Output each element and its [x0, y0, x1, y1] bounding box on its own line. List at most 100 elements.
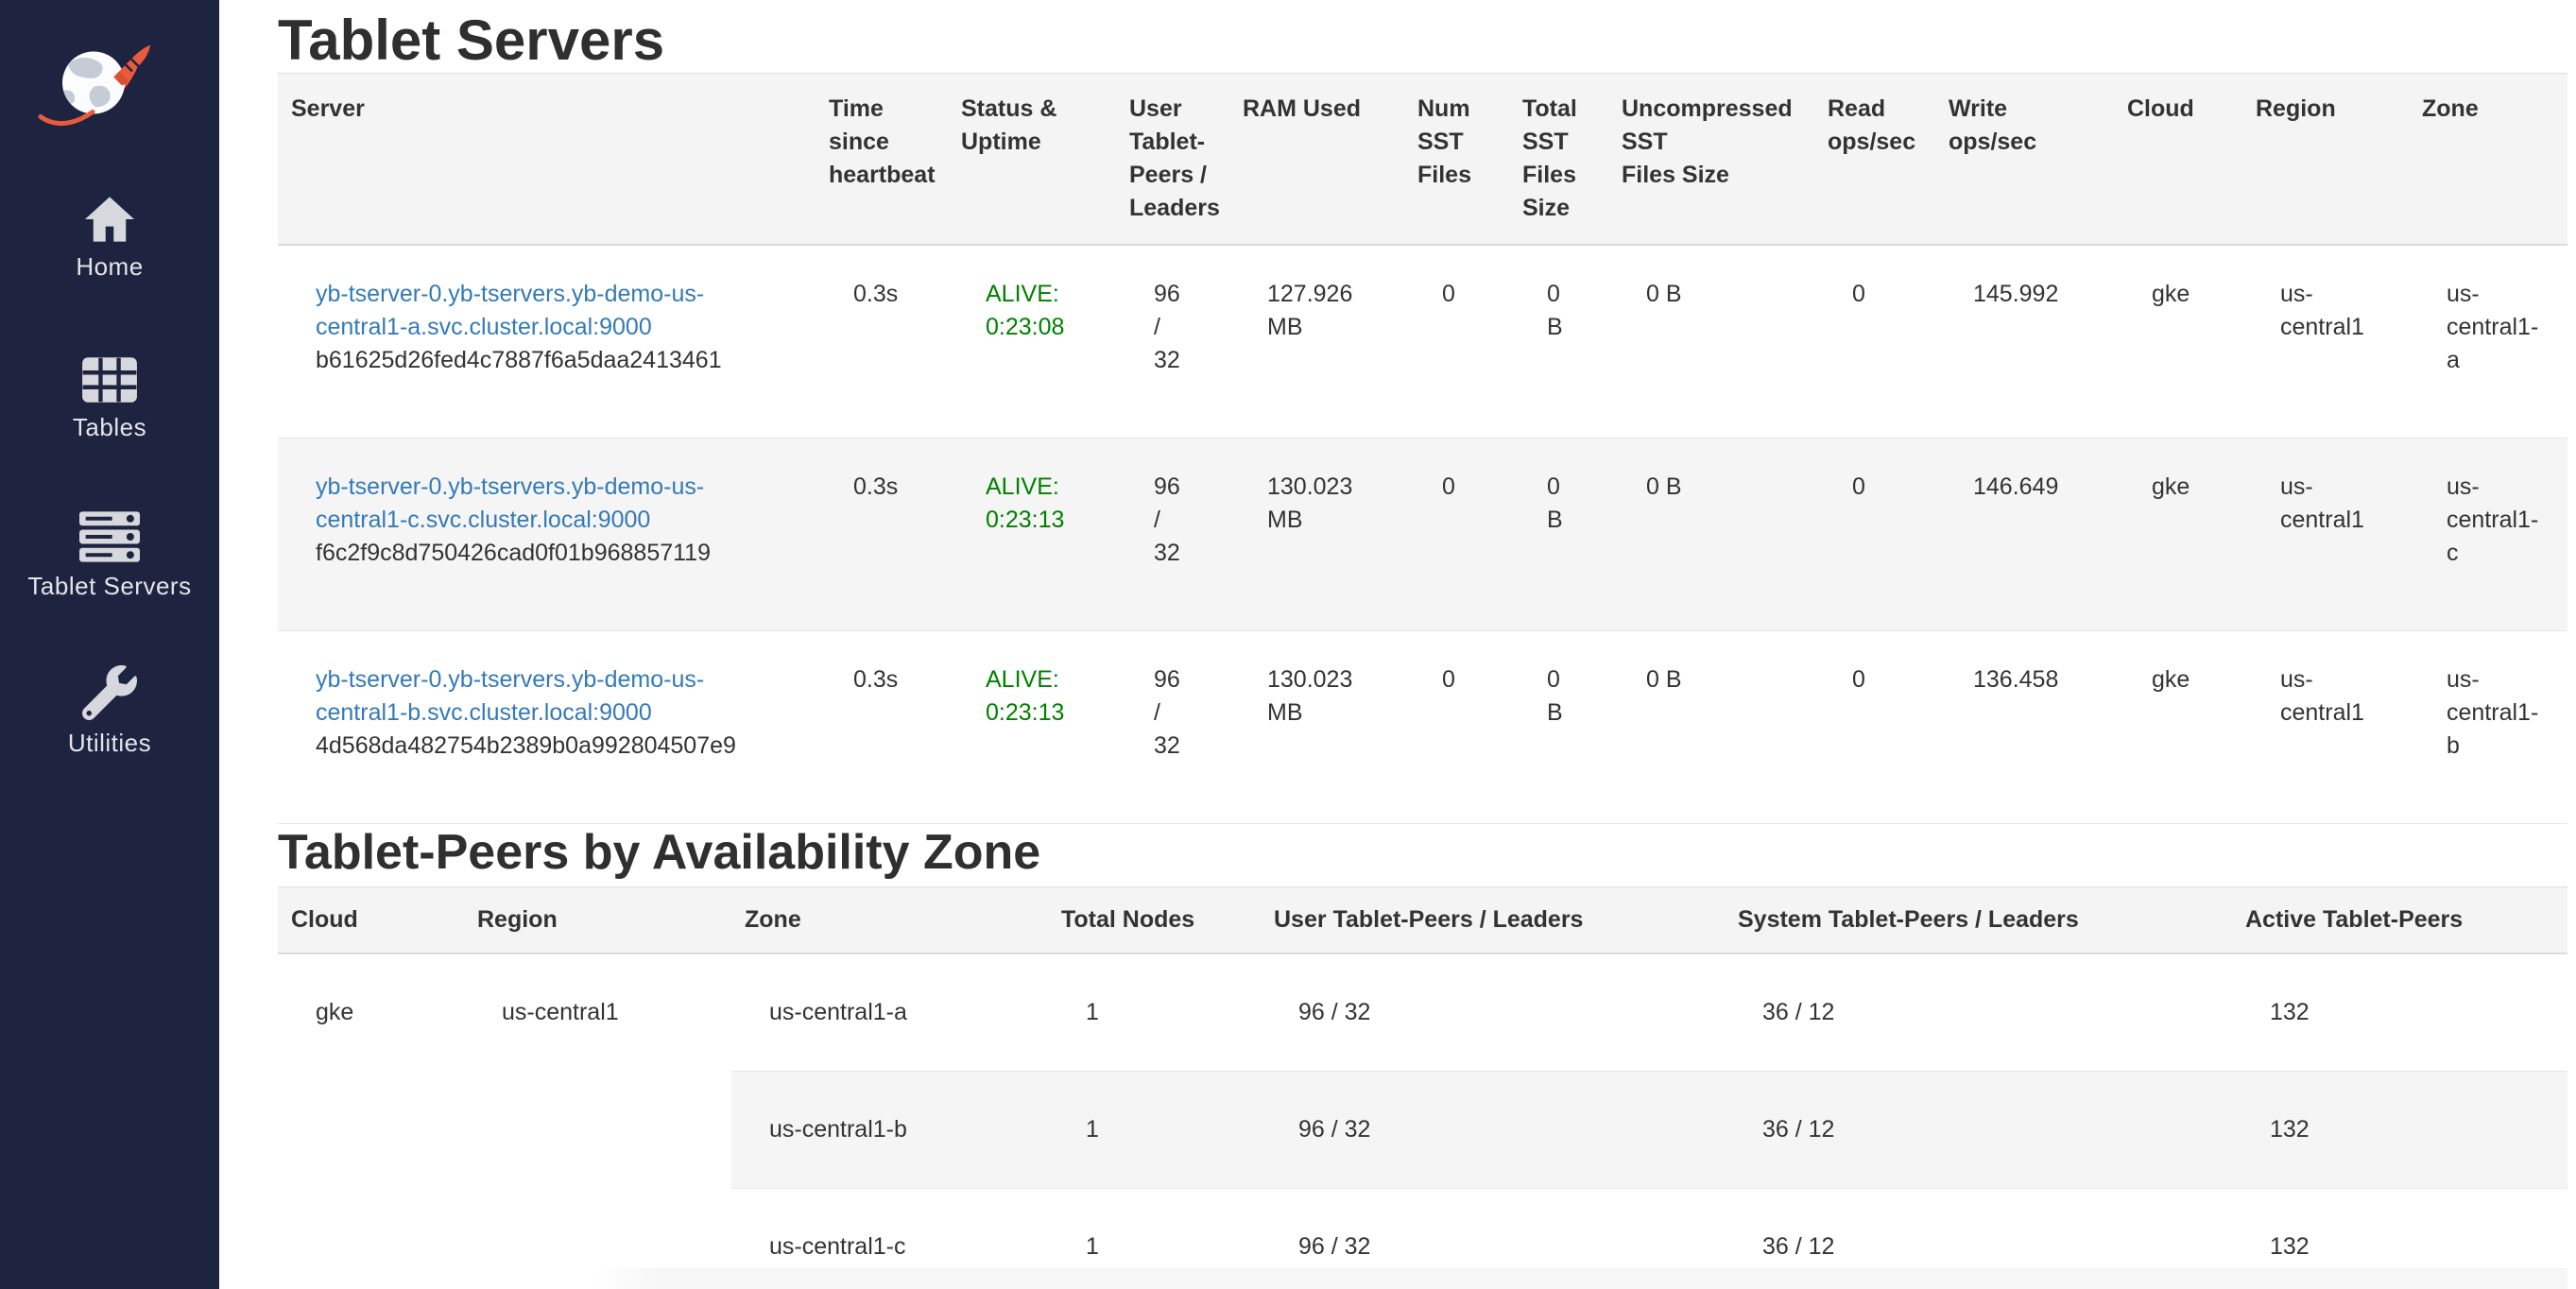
- col-cloud: Cloud: [2114, 73, 2242, 246]
- zone-row: us-central1-b 1 96 / 32 36 / 12 132: [278, 1071, 2567, 1189]
- tserver-link[interactable]: yb-tserver-0.yb-tservers.yb-demo-us-cent…: [316, 281, 705, 340]
- read-ops-cell: 0: [1852, 281, 1865, 307]
- sidebar-label-tablet-servers: Tablet Servers: [27, 572, 192, 600]
- zone-cell: us-central1-c: [2409, 438, 2567, 631]
- sidebar-item-tables[interactable]: Tables: [0, 355, 219, 442]
- sidebar-label-home: Home: [76, 252, 144, 281]
- zone-row: us-central1-c 1 96 / 32 36 / 12 132: [278, 1188, 2567, 1289]
- region-cell: us-central1: [2242, 630, 2409, 824]
- tablet-peers-by-zone-table: Cloud Region Zone Total Nodes User Table…: [278, 886, 2567, 1289]
- nodes-cell: 1: [1048, 1071, 1261, 1189]
- col-active-peers: Active Tablet-Peers: [2232, 886, 2567, 954]
- uncompressed-sst-cell: 0 B: [1646, 281, 1682, 307]
- write-ops-cell: 145.992: [1973, 281, 2059, 307]
- tablet-servers-table: Server Time since heartbeat Status & Upt…: [278, 73, 2567, 824]
- utilities-wrench-icon: [81, 665, 137, 720]
- col-heartbeat: Time since heartbeat: [816, 73, 948, 246]
- heartbeat-cell: 0.3s: [853, 281, 899, 307]
- server-row: yb-tserver-0.yb-tservers.yb-demo-us-cent…: [278, 630, 2567, 824]
- col-uncompressed-sst: Uncompressed SST Files Size: [1608, 73, 1814, 246]
- nodes-cell: 1: [1086, 999, 1099, 1025]
- zone-cell: us-central1-a: [769, 999, 907, 1025]
- read-ops-cell: 0: [1814, 630, 1935, 824]
- system-peers-cell: 36 / 12: [1762, 999, 1835, 1025]
- user-peers-cell: 96 / 32: [1298, 999, 1371, 1025]
- sidebar-label-tables: Tables: [72, 413, 147, 441]
- heartbeat-cell: 0.3s: [816, 630, 948, 824]
- partial-next-row-shade: [595, 1268, 2567, 1289]
- ram-cell: 130.023 MB: [1229, 438, 1404, 631]
- server-row: yb-tserver-0.yb-tservers.yb-demo-us-cent…: [278, 438, 2567, 631]
- server-cell: yb-tserver-0.yb-tservers.yb-demo-us-cent…: [278, 630, 816, 824]
- tables-icon: [82, 357, 137, 403]
- sidebar-item-home[interactable]: Home: [0, 195, 219, 282]
- active-peers-cell: 132: [2232, 1071, 2567, 1189]
- total-sst-cell: 0 B: [1509, 630, 1608, 824]
- num-sst-cell: 0: [1404, 438, 1509, 631]
- zone-cell: us-central1-a: [2447, 281, 2539, 373]
- system-peers-cell: 36 / 12: [1725, 1071, 2232, 1189]
- servers-header-row: Server Time since heartbeat Status & Upt…: [278, 73, 2567, 246]
- total-sst-cell: 0 B: [1509, 438, 1608, 631]
- num-sst-cell: 0: [1442, 281, 1455, 307]
- cloud-cell: gke: [316, 999, 354, 1025]
- active-peers-cell: 132: [2270, 999, 2310, 1025]
- col-zone: Zone: [731, 886, 1048, 954]
- ram-cell: 130.023 MB: [1229, 630, 1404, 824]
- tserver-link[interactable]: yb-tserver-0.yb-tservers.yb-demo-us-cent…: [316, 666, 705, 726]
- zones-header-row: Cloud Region Zone Total Nodes User Table…: [278, 886, 2567, 954]
- cloud-cell: gke: [2114, 438, 2242, 631]
- col-total-nodes: Total Nodes: [1048, 886, 1261, 954]
- col-write-ops: Write ops/sec: [1935, 73, 2114, 246]
- status-cell: ALIVE: 0:23:08: [986, 281, 1065, 340]
- cloud-cell: gke: [2152, 281, 2190, 307]
- server-cell: yb-tserver-0.yb-tservers.yb-demo-us-cent…: [278, 245, 816, 438]
- page-title: Tablet Servers: [278, 9, 665, 72]
- write-ops-cell: 136.458: [1935, 630, 2114, 824]
- col-region: Region: [464, 886, 731, 954]
- col-region: Region: [2242, 73, 2409, 246]
- peers-cell: 96 / 32: [1116, 438, 1229, 631]
- tserver-uuid: b61625d26fed4c7887f6a5daa2413461: [316, 347, 722, 373]
- server-row: yb-tserver-0.yb-tservers.yb-demo-us-cent…: [278, 245, 2567, 438]
- uncompressed-sst-cell: 0 B: [1608, 630, 1814, 824]
- read-ops-cell: 0: [1814, 438, 1935, 631]
- zone-cell: us-central1-b: [2409, 630, 2567, 824]
- ram-cell: 127.926 MB: [1267, 281, 1353, 340]
- sidebar-item-tablet-servers[interactable]: Tablet Servers: [0, 510, 219, 601]
- main-content: Tablet Servers Server Time since heartbe…: [219, 0, 2576, 1289]
- tablet-servers-icon: [79, 511, 140, 562]
- cloud-cell: gke: [2114, 630, 2242, 824]
- status-cell: ALIVE: 0:23:13: [948, 630, 1116, 824]
- server-cell: yb-tserver-0.yb-tservers.yb-demo-us-cent…: [278, 438, 816, 631]
- region-cell: us-central1: [2280, 281, 2364, 340]
- num-sst-cell: 0: [1404, 630, 1509, 824]
- write-ops-cell: 146.649: [1935, 438, 2114, 631]
- uncompressed-sst-cell: 0 B: [1608, 438, 1814, 631]
- yugabyte-logo-icon[interactable]: [34, 36, 157, 129]
- col-ram: RAM Used: [1229, 73, 1404, 246]
- tserver-link[interactable]: yb-tserver-0.yb-tservers.yb-demo-us-cent…: [316, 473, 705, 533]
- total-sst-cell: 0 B: [1547, 281, 1563, 340]
- sidebar-item-utilities[interactable]: Utilities: [0, 665, 219, 758]
- peers-cell: 96 / 32: [1154, 281, 1180, 373]
- user-peers-cell: 96 / 32: [1261, 1071, 1725, 1189]
- zone-row: gke us-central1 us-central1-a 1 96 / 32 …: [278, 954, 2567, 1072]
- tserver-uuid: f6c2f9c8d750426cad0f01b968857119: [316, 540, 711, 566]
- zones-section-title: Tablet-Peers by Availability Zone: [278, 825, 1041, 880]
- col-system-peers: System Tablet-Peers / Leaders: [1725, 886, 2232, 954]
- col-num-sst: Num SST Files: [1404, 73, 1509, 246]
- sidebar: Home Tables Tablet Servers Utilities: [0, 0, 219, 1289]
- zone-cell: us-central1-b: [731, 1071, 1048, 1189]
- region-cell: us-central1: [2242, 438, 2409, 631]
- col-total-sst: Total SST Files Size: [1509, 73, 1608, 246]
- col-zone: Zone: [2409, 73, 2567, 246]
- tserver-uuid: 4d568da482754b2389b0a992804507e9: [316, 732, 736, 759]
- col-user-peers: User Tablet-Peers / Leaders: [1261, 886, 1725, 954]
- sidebar-label-utilities: Utilities: [67, 729, 152, 757]
- col-user-tablet-peers: User Tablet-Peers / Leaders: [1116, 73, 1229, 246]
- col-cloud: Cloud: [278, 886, 464, 954]
- col-read-ops: Read ops/sec: [1814, 73, 1935, 246]
- home-icon: [85, 197, 134, 242]
- status-cell: ALIVE: 0:23:13: [948, 438, 1116, 631]
